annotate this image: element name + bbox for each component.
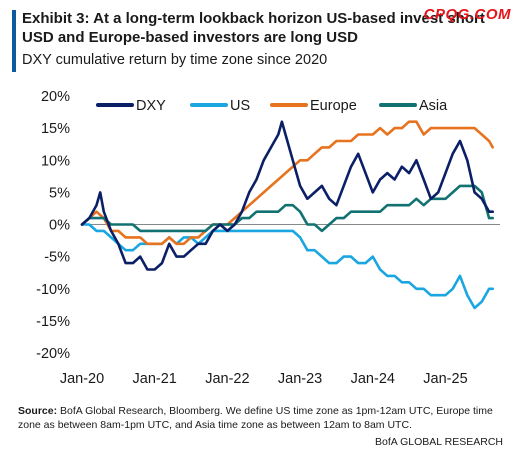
- y-tick-label: -15%: [36, 314, 70, 330]
- chart-title: Exhibit 3: At a long-term lookback horiz…: [22, 10, 485, 46]
- chart-subtitle: DXY cumulative return by time zone since…: [22, 52, 328, 68]
- watermark-logo: CPQG.COM: [423, 6, 511, 23]
- legend-label-asia: Asia: [419, 98, 448, 114]
- y-tick-label: 10%: [41, 153, 70, 169]
- source-note: Source: BofA Global Research, Bloomberg.…: [18, 404, 508, 432]
- line-chart: 20% 15% 10% 5% 0% -5% -10% -15% -20% Jan-20 Jan-21…: [36, 89, 500, 387]
- y-tick-label: 0%: [49, 218, 70, 234]
- y-tick-label: -10%: [36, 282, 70, 298]
- title-accent-bar: [12, 10, 16, 72]
- x-tick-label: Jan-25: [423, 371, 467, 387]
- series-line-dxy: [80, 120, 495, 271]
- series-line-us: [80, 223, 495, 310]
- x-tick-label: Jan-24: [351, 371, 395, 387]
- source-text: BofA Global Research, Bloomberg. We defi…: [18, 405, 493, 431]
- series-line-asia: [80, 184, 495, 233]
- legend-label-europe: Europe: [310, 98, 357, 114]
- credit-label: BofA GLOBAL RESEARCH: [375, 436, 503, 448]
- x-tick-label: Jan-20: [60, 371, 104, 387]
- x-tick-label: Jan-21: [133, 371, 177, 387]
- y-tick-label: -5%: [44, 250, 70, 266]
- legend-label-dxy: DXY: [136, 98, 166, 114]
- series-line-europe: [80, 120, 495, 246]
- x-tick-label: Jan-23: [278, 371, 322, 387]
- source-label: Source:: [18, 405, 58, 417]
- y-tick-label: -20%: [36, 346, 70, 362]
- y-tick-label: 5%: [49, 185, 70, 201]
- y-tick-label: 20%: [41, 89, 70, 105]
- y-tick-label: 15%: [41, 121, 70, 137]
- legend-label-us: US: [230, 98, 250, 114]
- x-tick-label: Jan-22: [205, 371, 249, 387]
